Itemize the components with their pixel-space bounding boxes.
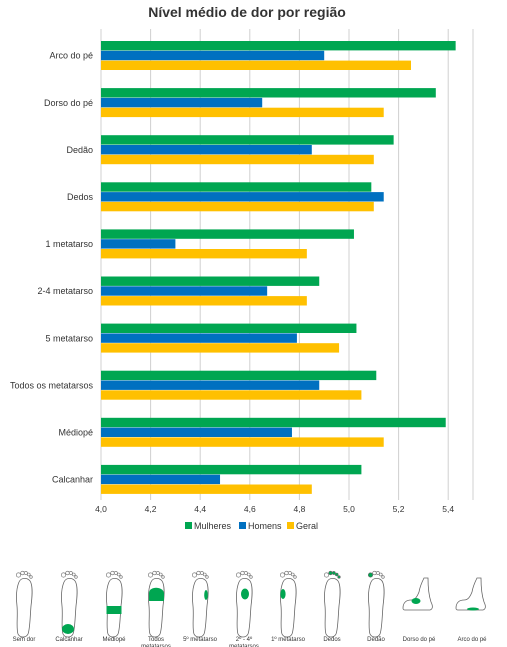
legend-item: Mulheres <box>185 521 232 531</box>
legend-item: Homens <box>239 521 282 531</box>
x-tick-label: 5,4 <box>442 504 454 514</box>
bar-homens <box>101 333 297 343</box>
legend-swatch <box>287 522 294 529</box>
legend-swatch <box>185 522 192 529</box>
bar-homens <box>101 97 263 108</box>
bar-homens <box>101 145 312 155</box>
x-tick-label: 4,2 <box>145 504 157 514</box>
foot-label: Dorso do pé <box>403 637 436 643</box>
bar-geral <box>101 249 307 259</box>
foot-m24-icon <box>236 570 253 638</box>
bar-mulheres <box>101 88 436 98</box>
bar-homens <box>101 192 384 202</box>
bar-homens <box>101 474 221 485</box>
foot-label: Dedos <box>323 637 340 643</box>
x-tick-label: 4,8 <box>293 504 305 514</box>
foot-dedos-icon <box>324 570 341 638</box>
foot-mediope-icon <box>106 570 123 638</box>
bars <box>101 41 456 494</box>
foot-dedao-icon <box>368 570 385 638</box>
bar-mulheres <box>101 135 394 145</box>
category-labels: Arco do pé Dorso do pé Dedão Dedos 1 metatar… <box>10 51 94 485</box>
x-tick-label: 5,2 <box>393 504 405 514</box>
bar-homens <box>101 427 292 437</box>
category-label: 2-4 metatarso <box>37 286 93 296</box>
foot-arco-icon <box>455 577 486 611</box>
bar-geral <box>101 343 340 353</box>
bar-homens <box>101 286 268 296</box>
foot-label: Dedão <box>367 637 385 643</box>
foot-m1-icon <box>280 570 297 638</box>
bar-mulheres <box>101 276 320 286</box>
foot-label: Arco do pé <box>457 637 487 643</box>
x-axis-ticks: 4,0 4,2 4,4 4,6 4,8 5,0 5,2 5,4 <box>95 504 454 514</box>
foot-label: Mediopé <box>102 637 126 643</box>
category-label: Médiopé <box>58 428 93 438</box>
bar-mulheres <box>101 417 446 428</box>
legend-swatch <box>239 522 246 529</box>
foot-label: metatarsos <box>141 644 171 647</box>
foot-m5-icon <box>192 570 209 638</box>
foot-label: Sem dor <box>13 637 36 643</box>
x-tick-label: 4,6 <box>244 504 256 514</box>
foot-label: 5º metatarso <box>183 636 218 643</box>
foot-label: Calcanhar <box>55 637 82 643</box>
foot-label: 2º - 4º <box>236 636 253 643</box>
bar-homens <box>101 380 320 390</box>
category-label: Dorso do pé <box>44 98 93 108</box>
bar-homens <box>101 239 176 249</box>
bar-mulheres <box>101 182 372 192</box>
x-tick-label: 4,4 <box>194 504 206 514</box>
bar-chart: Nível médio de dor por região Arco do pé… <box>10 4 474 531</box>
bar-geral <box>101 107 384 118</box>
foot-label: Todos <box>148 637 164 643</box>
foot-label: metatarsos <box>229 644 259 647</box>
legend-label: Mulheres <box>194 521 232 531</box>
category-label: Todos os metatarsos <box>10 380 94 390</box>
grid-lines <box>100 29 474 500</box>
category-label: 1 metatarso <box>45 239 93 249</box>
foot-region-legend: Sem dor Calcanhar Mediopé Todosmetatarsos5º… <box>13 570 487 647</box>
legend-item: Geral <box>287 521 318 531</box>
foot-calcanhar-icon <box>61 570 78 638</box>
foot-todos-icon <box>148 570 165 638</box>
category-label: Dedos <box>67 192 94 202</box>
chart-title: Nível médio de dor por região <box>148 4 346 20</box>
bar-mulheres <box>101 370 377 381</box>
legend-label: Homens <box>248 521 282 531</box>
bar-geral <box>101 60 411 70</box>
x-tick-label: 5,0 <box>343 504 355 514</box>
bar-mulheres <box>101 41 456 51</box>
bar-mulheres <box>101 464 362 475</box>
foot-label: 1º metatarso <box>271 636 306 643</box>
x-tick-label: 4,0 <box>95 504 107 514</box>
category-label: Arco do pé <box>49 51 93 61</box>
bar-mulheres <box>101 229 354 239</box>
bar-homens <box>101 50 325 61</box>
bar-geral <box>101 154 374 165</box>
foot-dorso-icon <box>402 577 433 611</box>
category-label: Dedão <box>66 145 93 155</box>
legend: Mulheres Homens Geral <box>185 521 318 531</box>
bar-geral <box>101 201 374 212</box>
bar-geral <box>101 390 362 400</box>
bar-geral <box>101 437 384 447</box>
category-label: 5 metatarso <box>45 333 93 343</box>
bar-geral <box>101 484 312 494</box>
bar-geral <box>101 296 307 306</box>
legend-label: Geral <box>296 521 318 531</box>
bar-mulheres <box>101 323 357 333</box>
category-label: Calcanhar <box>52 475 93 485</box>
foot-none-icon <box>16 570 33 638</box>
